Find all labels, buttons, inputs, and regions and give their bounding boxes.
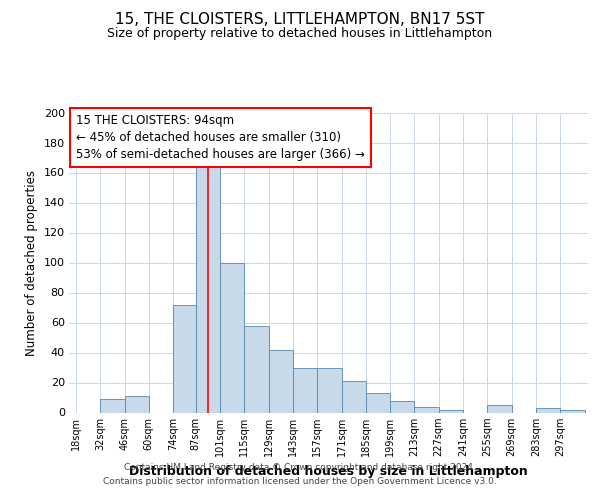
Y-axis label: Number of detached properties: Number of detached properties xyxy=(25,170,38,356)
Bar xyxy=(560,410,584,412)
Bar xyxy=(220,262,244,412)
Bar xyxy=(415,406,439,412)
Bar xyxy=(125,396,149,412)
Bar xyxy=(487,405,512,412)
Bar xyxy=(366,393,390,412)
Bar xyxy=(439,410,463,412)
Bar xyxy=(390,400,415,412)
X-axis label: Distribution of detached houses by size in Littlehampton: Distribution of detached houses by size … xyxy=(129,464,528,477)
Bar xyxy=(244,326,269,412)
Text: Size of property relative to detached houses in Littlehampton: Size of property relative to detached ho… xyxy=(107,28,493,40)
Bar xyxy=(100,399,125,412)
Text: 15, THE CLOISTERS, LITTLEHAMPTON, BN17 5ST: 15, THE CLOISTERS, LITTLEHAMPTON, BN17 5… xyxy=(115,12,485,28)
Bar xyxy=(269,350,293,412)
Text: Contains HM Land Registry data © Crown copyright and database right 2024.: Contains HM Land Registry data © Crown c… xyxy=(124,464,476,472)
Text: Contains public sector information licensed under the Open Government Licence v3: Contains public sector information licen… xyxy=(103,477,497,486)
Bar xyxy=(196,162,220,412)
Bar xyxy=(173,304,196,412)
Bar xyxy=(293,368,317,412)
Bar xyxy=(536,408,560,412)
Bar xyxy=(317,368,341,412)
Bar xyxy=(341,381,366,412)
Text: 15 THE CLOISTERS: 94sqm
← 45% of detached houses are smaller (310)
53% of semi-d: 15 THE CLOISTERS: 94sqm ← 45% of detache… xyxy=(76,114,365,161)
